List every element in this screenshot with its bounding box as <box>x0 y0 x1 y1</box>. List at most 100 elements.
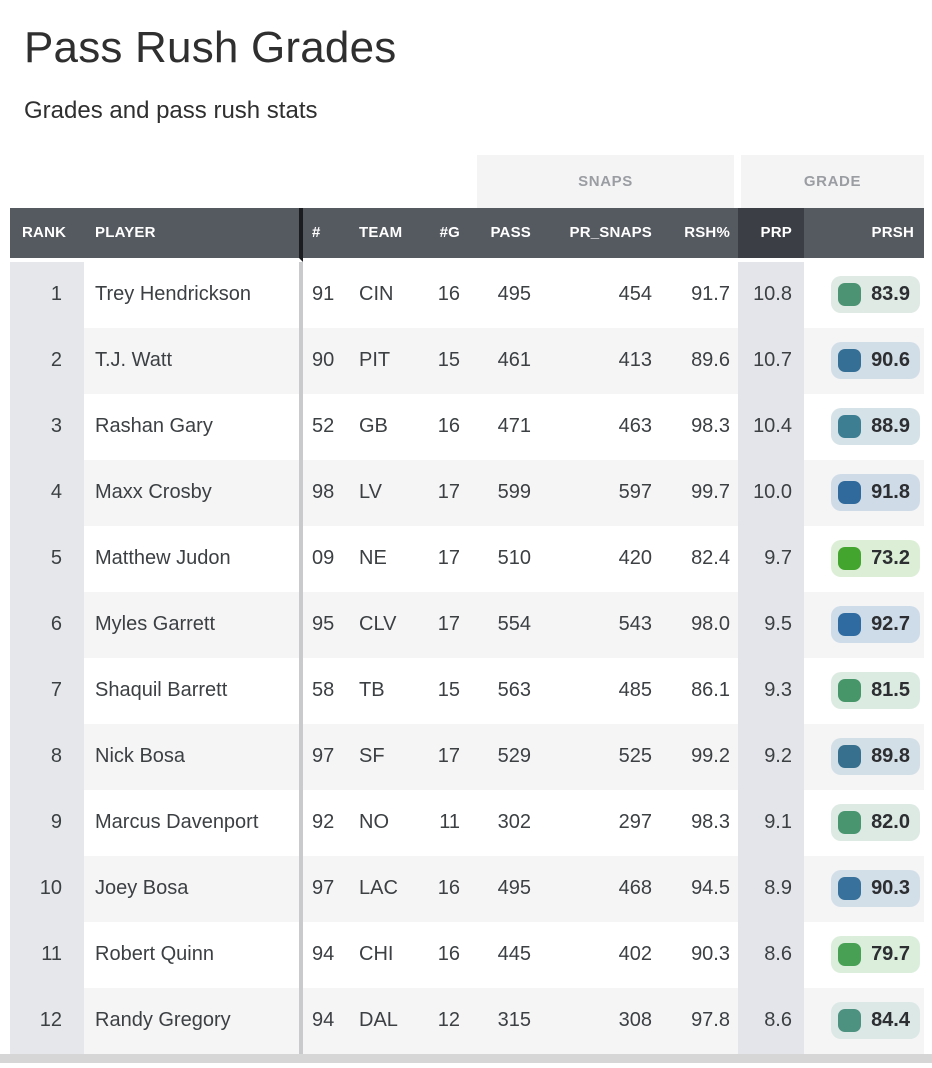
pr-snaps-cell: 420 <box>539 525 656 592</box>
table-body: 1 Trey Hendrickson 91 CIN 16 495 454 91.… <box>10 261 924 1054</box>
jersey-cell: 95 <box>303 591 348 658</box>
prsh-cell: 83.9 <box>804 261 924 328</box>
player-name[interactable]: Marcus Davenport <box>95 811 259 834</box>
jersey-cell: 58 <box>303 657 348 724</box>
pass-rush-grades-table: RANK PLAYER # TEAM #G PASS PR_SNAPS RSH%… <box>10 207 924 1054</box>
grade-badge: 73.2 <box>831 540 920 578</box>
grade-color-swatch <box>838 613 862 637</box>
grade-value: 84.4 <box>871 1009 910 1032</box>
games-cell: 15 <box>410 327 466 394</box>
grade-color-swatch <box>838 547 862 571</box>
col-header-jersey[interactable]: # <box>303 207 348 262</box>
grade-value: 81.5 <box>871 679 910 702</box>
team-cell: CLV <box>348 591 410 658</box>
player-name[interactable]: Robert Quinn <box>95 943 214 966</box>
grade-badge: 81.5 <box>831 672 920 710</box>
player-name[interactable]: Joey Bosa <box>95 877 189 900</box>
table-row: 2 T.J. Watt 90 PIT 15 461 413 89.6 10.7 … <box>10 327 924 394</box>
table-row: 5 Matthew Judon 09 NE 17 510 420 82.4 9.… <box>10 525 924 592</box>
col-header-rsh-pct[interactable]: RSH% <box>656 207 738 262</box>
rush-pct-cell: 90.3 <box>656 921 738 988</box>
pr-snaps-cell: 413 <box>539 327 656 394</box>
rank-cell: 8 <box>10 723 84 790</box>
player-name[interactable]: Nick Bosa <box>95 745 186 768</box>
table-row: 9 Marcus Davenport 92 NO 11 302 297 98.3… <box>10 789 924 856</box>
col-header-prsh[interactable]: PRSH <box>804 207 924 262</box>
player-name[interactable]: Rashan Gary <box>95 415 213 438</box>
games-cell: 17 <box>410 459 466 526</box>
player-name[interactable]: Matthew Judon <box>95 547 231 570</box>
jersey-cell: 92 <box>303 789 348 856</box>
prsh-cell: 90.3 <box>804 855 924 922</box>
prsh-cell: 91.8 <box>804 459 924 526</box>
rush-pct-cell: 98.3 <box>656 393 738 460</box>
rush-pct-cell: 91.7 <box>656 261 738 328</box>
col-header-player[interactable]: PLAYER <box>84 207 303 262</box>
player-cell: Shaquil Barrett <box>84 657 303 724</box>
player-name[interactable]: Trey Hendrickson <box>95 283 251 306</box>
col-header-team[interactable]: TEAM <box>348 207 410 262</box>
grade-badge: 89.8 <box>831 738 920 776</box>
table-row: 12 Randy Gregory 94 DAL 12 315 308 97.8 … <box>10 987 924 1054</box>
pass-snaps-cell: 471 <box>466 393 539 460</box>
pass-snaps-cell: 495 <box>466 855 539 922</box>
rush-pct-cell: 99.7 <box>656 459 738 526</box>
prsh-cell: 89.8 <box>804 723 924 790</box>
grade-badge: 88.9 <box>831 408 920 446</box>
prsh-cell: 81.5 <box>804 657 924 724</box>
grade-value: 91.8 <box>871 481 910 504</box>
rush-pct-cell: 99.2 <box>656 723 738 790</box>
team-cell: CIN <box>348 261 410 328</box>
player-name[interactable]: T.J. Watt <box>95 349 173 372</box>
team-cell: DAL <box>348 987 410 1054</box>
grade-badge: 91.8 <box>831 474 920 512</box>
rank-cell: 11 <box>10 921 84 988</box>
jersey-cell: 91 <box>303 261 348 328</box>
player-name[interactable]: Maxx Crosby <box>95 481 212 504</box>
pass-snaps-cell: 445 <box>466 921 539 988</box>
col-header-prp[interactable]: PRP <box>738 207 804 262</box>
player-cell: Maxx Crosby <box>84 459 303 526</box>
player-name[interactable]: Randy Gregory <box>95 1009 231 1032</box>
games-cell: 12 <box>410 987 466 1054</box>
pass-snaps-cell: 315 <box>466 987 539 1054</box>
rush-pct-cell: 82.4 <box>656 525 738 592</box>
col-header-games[interactable]: #G <box>410 207 466 262</box>
col-header-rank[interactable]: RANK <box>10 207 84 262</box>
team-cell: GB <box>348 393 410 460</box>
jersey-cell: 90 <box>303 327 348 394</box>
table-row: 8 Nick Bosa 97 SF 17 529 525 99.2 9.2 89… <box>10 723 924 790</box>
grade-value: 90.3 <box>871 877 910 900</box>
rank-cell: 6 <box>10 591 84 658</box>
team-cell: NO <box>348 789 410 856</box>
player-cell: Myles Garrett <box>84 591 303 658</box>
table-row: 11 Robert Quinn 94 CHI 16 445 402 90.3 8… <box>10 921 924 988</box>
team-cell: TB <box>348 657 410 724</box>
games-cell: 15 <box>410 657 466 724</box>
prp-cell: 10.7 <box>738 327 804 394</box>
horizontal-scrollbar[interactable] <box>0 1053 932 1063</box>
grade-color-swatch <box>838 943 862 967</box>
pass-snaps-cell: 554 <box>466 591 539 658</box>
rush-pct-cell: 86.1 <box>656 657 738 724</box>
table-row: 4 Maxx Crosby 98 LV 17 599 597 99.7 10.0… <box>10 459 924 526</box>
pass-snaps-cell: 302 <box>466 789 539 856</box>
player-name[interactable]: Myles Garrett <box>95 613 216 636</box>
games-cell: 16 <box>410 393 466 460</box>
prp-cell: 9.2 <box>738 723 804 790</box>
prsh-cell: 90.6 <box>804 327 924 394</box>
jersey-cell: 52 <box>303 393 348 460</box>
prp-cell: 10.8 <box>738 261 804 328</box>
col-header-pass[interactable]: PASS <box>466 207 539 262</box>
grade-color-swatch <box>838 745 862 769</box>
prp-cell: 10.0 <box>738 459 804 526</box>
player-cell: Robert Quinn <box>84 921 303 988</box>
player-name[interactable]: Shaquil Barrett <box>95 679 228 702</box>
column-header-row: RANK PLAYER # TEAM #G PASS PR_SNAPS RSH%… <box>10 207 924 262</box>
team-cell: LV <box>348 459 410 526</box>
col-header-pr-snaps[interactable]: PR_SNAPS <box>539 207 656 262</box>
grade-value: 79.7 <box>871 943 910 966</box>
team-cell: PIT <box>348 327 410 394</box>
table-row: 1 Trey Hendrickson 91 CIN 16 495 454 91.… <box>10 261 924 328</box>
grade-color-swatch <box>838 811 862 835</box>
